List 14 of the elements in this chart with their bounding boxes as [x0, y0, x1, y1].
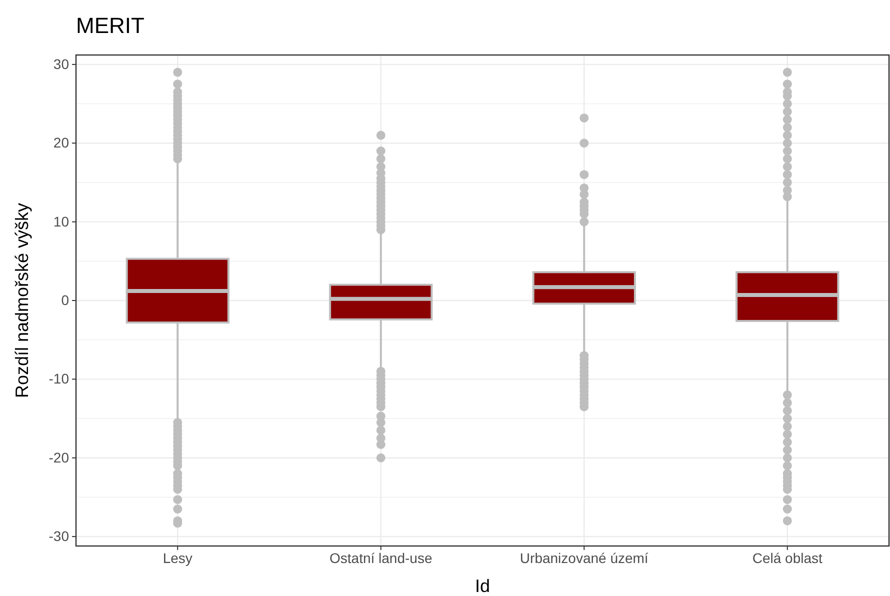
- y-axis-title: Rozdíl nadmořské výšky: [12, 202, 32, 398]
- y-tick-label: 10: [53, 213, 70, 230]
- y-tick-label: 20: [53, 134, 70, 151]
- chart-title: MERIT: [76, 13, 144, 38]
- x-tick-label: Lesy: [162, 550, 192, 566]
- y-tick-label: 0: [61, 292, 70, 308]
- x-axis-title: Id: [474, 576, 490, 596]
- y-tick-label: -20: [48, 449, 70, 466]
- x-tick-label: Ostatní land-use: [330, 550, 432, 566]
- x-tick-label: Urbanizované území: [520, 550, 648, 566]
- x-tick-label: Celá oblast: [752, 550, 823, 566]
- y-tick-label: 30: [53, 56, 70, 72]
- y-tick-label: -30: [48, 528, 70, 544]
- y-tick-label: -10: [48, 370, 70, 387]
